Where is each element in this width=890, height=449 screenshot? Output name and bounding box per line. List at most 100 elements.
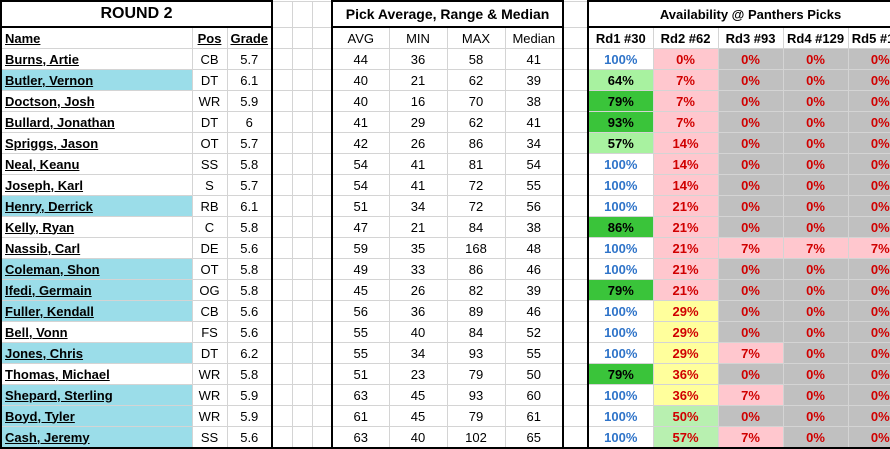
pick-max: 84 <box>446 321 506 343</box>
player-grade: 5.9 <box>226 90 274 112</box>
pick-min: 45 <box>388 384 448 406</box>
availability-rd3: 0% <box>717 279 784 301</box>
availability-rd2: 0% <box>652 48 719 70</box>
pick-avg: 42 <box>331 132 390 154</box>
col-median-header: Median <box>504 26 565 49</box>
pick-max: 62 <box>446 69 506 91</box>
player-pos: SS <box>191 153 228 175</box>
availability-rd1: 100% <box>587 384 654 406</box>
pick-median: 52 <box>504 321 565 343</box>
player-name: Cash, Jeremy <box>0 426 193 449</box>
col-pos-header: Pos <box>191 26 228 49</box>
availability-rd4: 7% <box>782 237 849 259</box>
availability-rd5: 0% <box>847 195 890 217</box>
player-grade: 5.9 <box>226 384 274 406</box>
availability-rd4: 0% <box>782 69 849 91</box>
availability-rd3: 7% <box>717 342 784 364</box>
pick-max: 70 <box>446 90 506 112</box>
pick-median: 50 <box>504 363 565 385</box>
col-rd4-header: Rd4 #129 <box>782 26 849 49</box>
availability-rd2: 21% <box>652 237 719 259</box>
pick-min: 35 <box>388 237 448 259</box>
player-grade: 5.8 <box>226 258 274 280</box>
pick-avg: 49 <box>331 258 390 280</box>
player-pos: C <box>191 216 228 238</box>
player-name: Nassib, Carl <box>0 237 193 259</box>
player-name: Fuller, Kendall <box>0 300 193 322</box>
player-grade: 6.1 <box>226 195 274 217</box>
availability-rd1: 100% <box>587 321 654 343</box>
player-pos: CB <box>191 48 228 70</box>
availability-rd4: 0% <box>782 216 849 238</box>
pick-max: 81 <box>446 153 506 175</box>
availability-rd4: 0% <box>782 90 849 112</box>
availability-rd1: 57% <box>587 132 654 154</box>
player-pos: WR <box>191 384 228 406</box>
pick-median: 41 <box>504 111 565 133</box>
pick-max: 84 <box>446 216 506 238</box>
availability-rd4: 0% <box>782 48 849 70</box>
availability-rd2: 21% <box>652 195 719 217</box>
availability-rd3: 0% <box>717 363 784 385</box>
availability-rd2: 14% <box>652 174 719 196</box>
availability-rd4: 0% <box>782 342 849 364</box>
availability-rd4: 0% <box>782 405 849 427</box>
pick-median: 41 <box>504 48 565 70</box>
player-pos: OT <box>191 132 228 154</box>
availability-rd3: 7% <box>717 384 784 406</box>
player-pos: DT <box>191 342 228 364</box>
availability-rd2: 21% <box>652 258 719 280</box>
pick-median: 60 <box>504 384 565 406</box>
availability-rd5: 0% <box>847 342 890 364</box>
pick-avg: 51 <box>331 363 390 385</box>
player-name: Henry, Derrick <box>0 195 193 217</box>
col-avg-header: AVG <box>331 26 390 49</box>
player-pos: SS <box>191 426 228 449</box>
availability-rd4: 0% <box>782 111 849 133</box>
table-row: Kelly, Ryan C 5.8 47 21 84 38 86% 21% 0% 0% 0% <box>0 216 890 238</box>
availability-rd3: 7% <box>717 237 784 259</box>
player-pos: RB <box>191 195 228 217</box>
pick-max: 62 <box>446 111 506 133</box>
pick-median: 54 <box>504 153 565 175</box>
pick-max: 93 <box>446 384 506 406</box>
table-row: Nassib, Carl DE 5.6 59 35 168 48 100% 21% 7% 7% 7% <box>0 237 890 259</box>
table-row: Bullard, Jonathan DT 6 41 29 62 41 93% 7% 0% 0% 0% <box>0 111 890 133</box>
pick-median: 39 <box>504 69 565 91</box>
player-grade: 5.7 <box>226 132 274 154</box>
player-name: Thomas, Michael <box>0 363 193 385</box>
availability-rd5: 0% <box>847 363 890 385</box>
pick-avg: 54 <box>331 153 390 175</box>
table-row: Bell, Vonn FS 5.6 55 40 84 52 100% 29% 0% 0% 0% <box>0 321 890 343</box>
availability-rd1: 100% <box>587 405 654 427</box>
availability-rd5: 0% <box>847 69 890 91</box>
pick-min: 16 <box>388 90 448 112</box>
availability-rd4: 0% <box>782 300 849 322</box>
col-grade-header: Grade <box>226 26 274 49</box>
player-pos: OT <box>191 258 228 280</box>
player-name: Neal, Keanu <box>0 153 193 175</box>
pick-median: 46 <box>504 300 565 322</box>
availability-rd2: 36% <box>652 363 719 385</box>
pick-min: 36 <box>388 48 448 70</box>
availability-rd3: 0% <box>717 69 784 91</box>
col-min-header: MIN <box>388 26 448 49</box>
pick-max: 79 <box>446 363 506 385</box>
player-pos: WR <box>191 90 228 112</box>
pick-median: 55 <box>504 174 565 196</box>
table-row: Doctson, Josh WR 5.9 40 16 70 38 79% 7% 0% 0% 0% <box>0 90 890 112</box>
player-name: Bullard, Jonathan <box>0 111 193 133</box>
pick-avg: 56 <box>331 300 390 322</box>
player-name: Spriggs, Jason <box>0 132 193 154</box>
table-row: Fuller, Kendall CB 5.6 56 36 89 46 100% 29% 0% 0% 0… <box>0 300 890 322</box>
availability-rd3: 0% <box>717 216 784 238</box>
table-row: Butler, Vernon DT 6.1 40 21 62 39 64% 7% 0% 0% 0% <box>0 69 890 91</box>
pick-min: 45 <box>388 405 448 427</box>
availability-rd4: 0% <box>782 258 849 280</box>
section-title-row: ROUND 2 Pick Average, Range & Median Ava… <box>0 0 890 28</box>
availability-rd4: 0% <box>782 384 849 406</box>
pick-max: 168 <box>446 237 506 259</box>
availability-rd4: 0% <box>782 174 849 196</box>
availability-rd2: 57% <box>652 426 719 449</box>
pick-stats-title: Pick Average, Range & Median <box>331 0 565 28</box>
